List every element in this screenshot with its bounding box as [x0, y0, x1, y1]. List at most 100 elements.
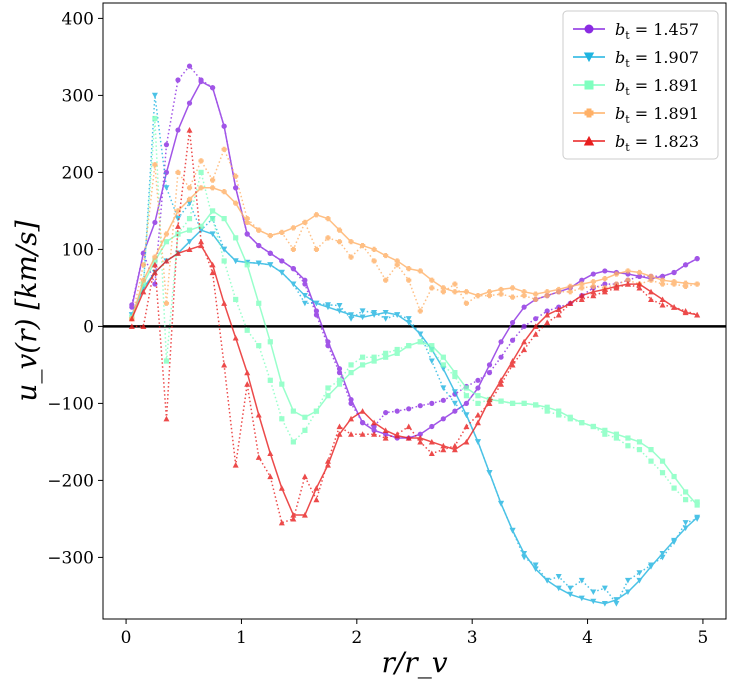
series-5-smooth-point: [232, 334, 239, 341]
series-2-noisy-point: [175, 216, 181, 222]
series-3-smooth-point: [475, 393, 481, 399]
ticks-layer: 0 1 2 3 4 5 −300 −200 −100 0 100 200 300 400: [47, 9, 708, 648]
series-5-noisy-point: [532, 331, 539, 337]
series-2-smooth-point: [694, 514, 701, 521]
series-5-smooth-point: [417, 435, 424, 441]
series-5-noisy-point: [186, 127, 193, 133]
series-5-noisy-point: [290, 515, 297, 522]
series-4-noisy-point: [498, 291, 504, 297]
series-2-noisy-point: [382, 316, 389, 322]
series-2-smooth-point: [544, 577, 551, 584]
legend-marker: [583, 135, 595, 146]
series-4-smooth-point: [383, 252, 389, 259]
series-2-smooth-point: [186, 239, 193, 245]
series-1-noisy-point: [383, 410, 389, 416]
x-tick-label: 5: [698, 628, 709, 648]
legend-item-3: bt = 1.891: [573, 76, 699, 98]
series-4-smooth-point: [348, 239, 354, 245]
series-5-noisy-point: [521, 346, 528, 353]
series-4-smooth-point: [636, 269, 643, 276]
series-5-noisy-point: [244, 381, 251, 387]
series-3-noisy-point: [163, 358, 170, 364]
series-5-noisy-point: [348, 431, 355, 437]
series-1-smooth-point: [463, 400, 470, 406]
series-5-noisy-point: [486, 400, 493, 406]
series-5-smooth-point: [198, 242, 205, 249]
series-3-smooth-point: [579, 420, 585, 426]
series-5-smooth-point: [578, 292, 585, 299]
series-1-smooth-point: [475, 385, 481, 391]
series-5-smooth-point: [175, 250, 181, 256]
series-3-smooth-point: [556, 408, 562, 414]
series-3-smooth-point: [371, 358, 377, 364]
series-5-noisy-point: [544, 319, 551, 326]
series-3-smooth-point: [544, 404, 550, 410]
legend-label: bt = 1.891: [615, 76, 699, 98]
series-2-smooth-point: [613, 597, 620, 603]
series-2-smooth-point: [324, 304, 331, 311]
series-4-smooth-point: [359, 242, 366, 249]
y-tick-label: 0: [83, 317, 94, 337]
series-4-smooth-point: [521, 289, 527, 295]
series-3-noisy-point: [244, 327, 250, 333]
series-5-smooth-point: [371, 419, 378, 426]
series-3-noisy-point: [440, 362, 446, 368]
x-axis-title: r/r_v: [381, 646, 447, 679]
series-5-smooth-point: [636, 281, 643, 287]
series-2-noisy-point: [151, 92, 158, 99]
series-3-smooth-point: [256, 300, 262, 306]
series-4-noisy-point: [221, 146, 227, 152]
series-5-noisy-point: [451, 442, 458, 449]
series-3-smooth-point: [671, 473, 677, 480]
series-3-smooth-point: [290, 408, 296, 414]
series-4-noisy-point: [429, 285, 435, 291]
series-3-noisy-point: [198, 169, 204, 175]
series-5-noisy-point: [140, 323, 147, 329]
series-3-noisy-point: [625, 443, 631, 449]
series-4-smooth-point: [210, 185, 216, 191]
series-5-noisy-point: [382, 435, 389, 441]
series-1-smooth-point: [290, 266, 296, 272]
legend-label: bt = 1.457: [615, 20, 699, 42]
series-5-smooth-point: [163, 257, 170, 264]
series-4-noisy-point: [186, 185, 193, 191]
series-5-smooth-point: [348, 415, 355, 422]
series-3-noisy-point: [544, 408, 550, 414]
series-2-smooth-point: [521, 550, 528, 557]
series-1-smooth-point: [452, 408, 458, 414]
series-3-noisy-point: [186, 216, 193, 222]
series-5-noisy-point: [417, 438, 424, 445]
series-1-noisy-point: [313, 312, 320, 318]
x-tick-label: 4: [582, 628, 593, 648]
y-tick-label: 300: [62, 86, 94, 106]
series-4-smooth-point: [163, 231, 170, 237]
series-4-smooth-point: [452, 289, 458, 295]
series-4-smooth-point: [463, 289, 470, 295]
x-tick-label: 1: [236, 628, 247, 648]
series-2-smooth-point: [348, 312, 355, 318]
series-3-smooth-point: [567, 414, 573, 420]
series-2-smooth-point: [578, 595, 585, 602]
series-2-solid-line: [131, 229, 698, 605]
series-5-smooth-point: [209, 261, 216, 268]
series-2-smooth-point: [498, 500, 505, 507]
series-5-smooth-point: [624, 281, 631, 287]
series-4-smooth-point: [602, 276, 608, 282]
series-4-smooth-point: [590, 279, 596, 285]
series-2-noisy-point: [567, 585, 574, 592]
series-5-smooth-point: [659, 296, 666, 303]
series-3-noisy-point: [348, 362, 354, 368]
series-5-noisy-point: [336, 423, 343, 430]
series-5-noisy-point: [428, 450, 435, 457]
series-4-noisy-point: [210, 177, 216, 183]
series-3-smooth-point: [659, 458, 666, 464]
series-3-smooth-point: [152, 258, 158, 264]
series-3-smooth-point: [648, 447, 654, 453]
series-5-noisy-point: [151, 261, 158, 268]
series-5-smooth-point: [521, 338, 528, 345]
series-4-noisy-point: [163, 300, 170, 306]
series-4-noisy-point: [198, 158, 204, 164]
series-4-noisy-point: [452, 281, 458, 287]
series-5-smooth-point: [382, 427, 389, 433]
axis-titles: r/r_v u_v(r) [km/s]: [10, 220, 448, 679]
